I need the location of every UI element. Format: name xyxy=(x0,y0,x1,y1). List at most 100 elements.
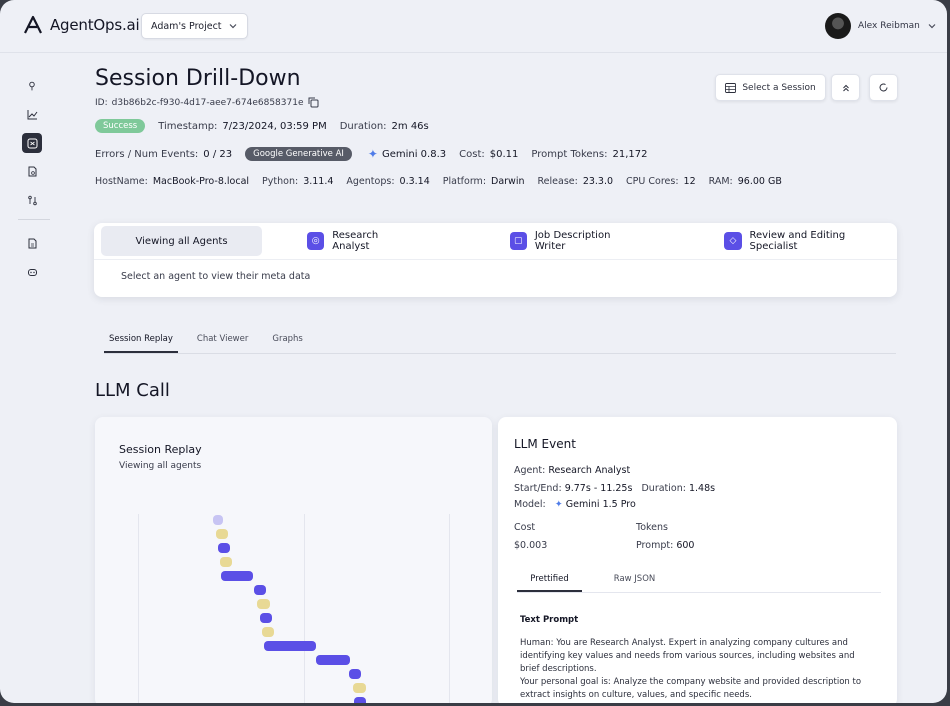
llm-event-card: LLM Event Agent: Research Analyst Start/… xyxy=(498,417,897,703)
agent-icon: ◎ xyxy=(307,232,325,250)
session-stats-row-2: Errors / Num Events: 0 / 23 Google Gener… xyxy=(95,147,900,161)
prompt-tokens-row: Prompt: 600 xyxy=(636,540,694,551)
refresh-button[interactable] xyxy=(869,74,898,101)
agent-tab-job-description-writer[interactable]: ▢ Job Description Writer xyxy=(509,230,640,252)
replay-title: Session Replay xyxy=(119,443,202,456)
agent-tab-review-editing-specialist[interactable]: ◇ Review and Editing Specialist xyxy=(724,230,890,252)
session-stats-row-1: Success Timestamp: 7/23/2024, 03:59 PM D… xyxy=(95,119,900,133)
cost-label: Cost xyxy=(514,522,536,533)
agent-hint: Select an agent to view their meta data xyxy=(121,271,311,282)
host-value: MacBook-Pro-8.local xyxy=(152,176,250,187)
user-name: Alex Reibman xyxy=(858,21,920,31)
cost-label: Cost: xyxy=(459,148,485,160)
chevron-down-icon xyxy=(928,24,936,29)
session-id-value: d3b86b2c-f930-4d17-aee7-674e6858371e xyxy=(111,97,304,108)
model-value: Gemini 1.5 Pro xyxy=(565,499,636,510)
timestamp-label: Timestamp: xyxy=(158,120,218,132)
replay-event-bar[interactable] xyxy=(262,627,274,637)
ram-value: 96.00 GB xyxy=(737,176,782,187)
tab-prettified[interactable]: Prettified xyxy=(517,569,582,592)
llm-event-title: LLM Event xyxy=(514,437,576,451)
refresh-icon xyxy=(879,83,888,92)
replay-event-bar[interactable] xyxy=(221,571,253,581)
tab-raw-json[interactable]: Raw JSON xyxy=(613,574,656,584)
tab-session-replay[interactable]: Session Replay xyxy=(104,330,178,353)
replay-event-bar[interactable] xyxy=(349,669,361,679)
prompt-tokens-label: Prompt Tokens: xyxy=(531,148,608,160)
agentops-value: 0.3.14 xyxy=(399,176,430,187)
prompt-value: 600 xyxy=(676,540,695,551)
replay-event-bar[interactable] xyxy=(316,655,350,665)
duration-label: Duration: xyxy=(641,483,686,494)
cost-value: $0.003 xyxy=(514,540,548,551)
tab-graphs[interactable]: Graphs xyxy=(272,334,303,344)
sidebar-item-keys[interactable]: ⚲ xyxy=(22,76,42,96)
user-menu[interactable]: Alex Reibman xyxy=(825,13,937,39)
gridline xyxy=(304,514,305,703)
view-tabs: Session Replay Chat Viewer Graphs xyxy=(104,330,896,354)
chevrons-up-icon xyxy=(842,84,849,91)
sidebar-item-docs[interactable] xyxy=(22,234,42,254)
release-label: Release: xyxy=(537,176,578,187)
agent-icon: ◇ xyxy=(724,232,742,250)
header-actions: Select a Session xyxy=(715,74,898,101)
avatar xyxy=(825,13,851,39)
session-env-row: HostName: MacBook-Pro-8.local Python: 3.… xyxy=(95,176,900,187)
ram-label: RAM: xyxy=(708,176,733,187)
replay-event-bar[interactable] xyxy=(264,641,316,651)
replay-event-bar[interactable] xyxy=(216,529,228,539)
sidebar-item-compare[interactable] xyxy=(22,190,42,210)
agentops-logo-icon xyxy=(24,15,42,34)
collapse-button[interactable] xyxy=(831,74,860,101)
agent-tab-label: Review and Editing Specialist xyxy=(749,230,846,252)
replay-event-bar[interactable] xyxy=(220,557,232,567)
page-title: Session Drill-Down xyxy=(95,66,301,91)
logo[interactable]: AgentOps.ai xyxy=(22,14,140,36)
replay-event-bar[interactable] xyxy=(354,697,366,703)
replay-event-bar[interactable] xyxy=(260,613,272,623)
errors-label: Errors / Num Events: xyxy=(95,148,199,160)
session-replay-card: Session Replay Viewing all agents xyxy=(95,417,492,703)
sidebar-item-search-docs[interactable] xyxy=(22,162,42,182)
sidebar-item-discord[interactable] xyxy=(22,262,42,282)
sidebar-item-sessions[interactable] xyxy=(22,133,42,153)
agent-tab-research-analyst[interactable]: ◎ Research Analyst xyxy=(307,230,415,252)
git-compare-icon xyxy=(27,195,37,205)
agents-panel: Viewing all Agents ◎ Research Analyst ▢ … xyxy=(94,223,897,297)
session-id: ID: d3b86b2c-f930-4d17-aee7-674e6858371e xyxy=(95,97,900,108)
agent-tab-all[interactable]: Viewing all Agents xyxy=(101,226,263,256)
session-id-label: ID: xyxy=(95,97,108,108)
duration-value: 1.48s xyxy=(688,483,716,494)
replay-event-bar[interactable] xyxy=(218,543,230,553)
project-label: Adam's Project xyxy=(151,20,222,32)
cpu-value: 12 xyxy=(683,176,696,187)
replay-event-bar[interactable] xyxy=(254,585,266,595)
select-session-label: Select a Session xyxy=(742,82,816,93)
project-selector[interactable]: Adam's Project xyxy=(141,13,248,39)
duration-value: 2m 46s xyxy=(391,120,429,132)
model-value: Gemini 0.8.3 xyxy=(381,148,447,160)
select-session-button[interactable]: Select a Session xyxy=(715,74,826,101)
model-label: Model: xyxy=(514,499,546,510)
agent-tab-label: Research Analyst xyxy=(332,230,379,252)
python-value: 3.11.4 xyxy=(303,176,334,187)
replay-event-bar[interactable] xyxy=(213,515,223,525)
sidebar-divider xyxy=(18,218,50,220)
discord-icon xyxy=(27,268,37,276)
sidebar-item-analytics[interactable] xyxy=(22,105,42,125)
copy-icon[interactable] xyxy=(308,97,319,108)
top-bar: AgentOps.ai Adam's Project Alex Reibman xyxy=(0,0,947,53)
agent-label: Agent: xyxy=(514,465,546,476)
key-icon: ⚲ xyxy=(28,80,36,92)
prompt-tokens-value: 21,172 xyxy=(612,148,648,160)
replay-event-bar[interactable] xyxy=(353,683,366,693)
llm-time-row: Start/End: 9.77s - 11.25s Duration: 1.48… xyxy=(514,483,715,494)
replay-event-bar[interactable] xyxy=(257,599,270,609)
session-icon xyxy=(27,138,37,148)
agent-tabs: Viewing all Agents ◎ Research Analyst ▢ … xyxy=(94,223,897,260)
section-title: LLM Call xyxy=(95,380,170,401)
agentops-label: Agentops: xyxy=(346,176,395,187)
logo-text: AgentOps.ai xyxy=(50,16,140,34)
tab-chat-viewer[interactable]: Chat Viewer xyxy=(196,334,249,344)
